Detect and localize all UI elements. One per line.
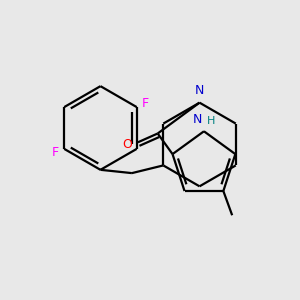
Text: H: H (207, 116, 216, 126)
Text: F: F (142, 97, 149, 110)
Text: N: N (192, 113, 202, 126)
Text: F: F (52, 146, 59, 159)
Text: N: N (195, 84, 204, 97)
Text: O: O (122, 138, 132, 151)
